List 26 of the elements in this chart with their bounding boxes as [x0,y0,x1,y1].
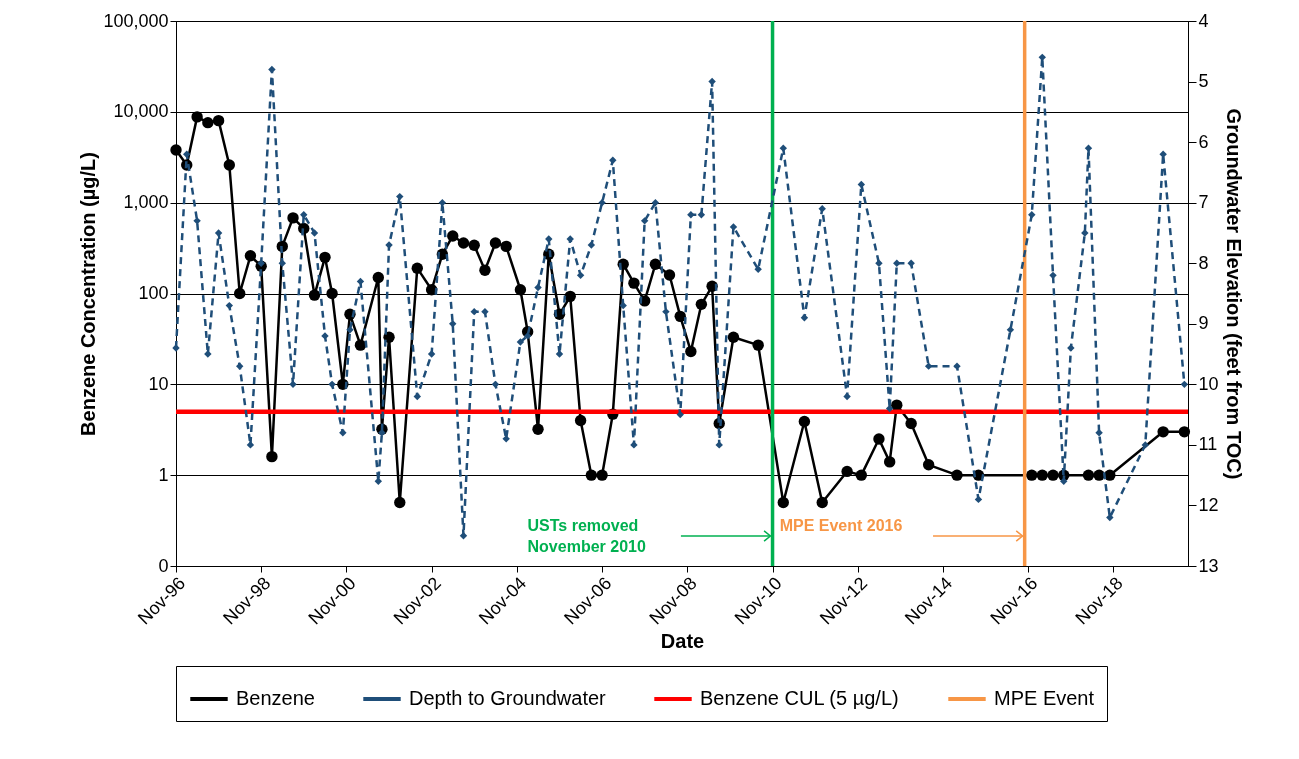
y2-tick-label: 9 [1198,313,1209,334]
y2-tick-label: 11 [1198,434,1218,455]
legend-label: Depth to Groundwater [409,687,607,709]
y2-tick-label: 10 [1198,373,1219,394]
y-axis-title: Benzene Concentration (µg/L) [77,152,100,436]
y2-axis-title: Groundwater Elevation (feet from TOC) [1222,108,1245,480]
y2-tick-label: 13 [1198,555,1219,576]
legend-label: Benzene [236,687,315,709]
y2-tick-label: 8 [1198,252,1209,273]
annotation: USTs removed November 2010 [527,517,646,555]
x-axis-title: Date [660,630,705,653]
y2-tick-label: 12 [1198,494,1219,515]
y-tick-label: 10,000 [113,101,169,122]
y2-tick-label: 5 [1198,71,1209,92]
y-tick-label: 10 [148,373,169,394]
y-tick-label: 1,000 [123,192,169,213]
y2-tick-label: 7 [1198,192,1209,213]
y-tick-label: 1 [158,464,169,485]
y-tick-label: 100,000 [103,10,169,31]
y-tick-label: 0 [158,555,169,576]
annotation: MPE Event 2016 [779,517,903,534]
legend-label: Benzene CUL (5 µg/L) [700,687,899,709]
y-tick-label: 100 [138,283,169,303]
legend-label: MPE Event [994,687,1095,709]
y2-tick-label: 4 [1198,10,1209,31]
y2-tick-label: 6 [1198,131,1209,152]
